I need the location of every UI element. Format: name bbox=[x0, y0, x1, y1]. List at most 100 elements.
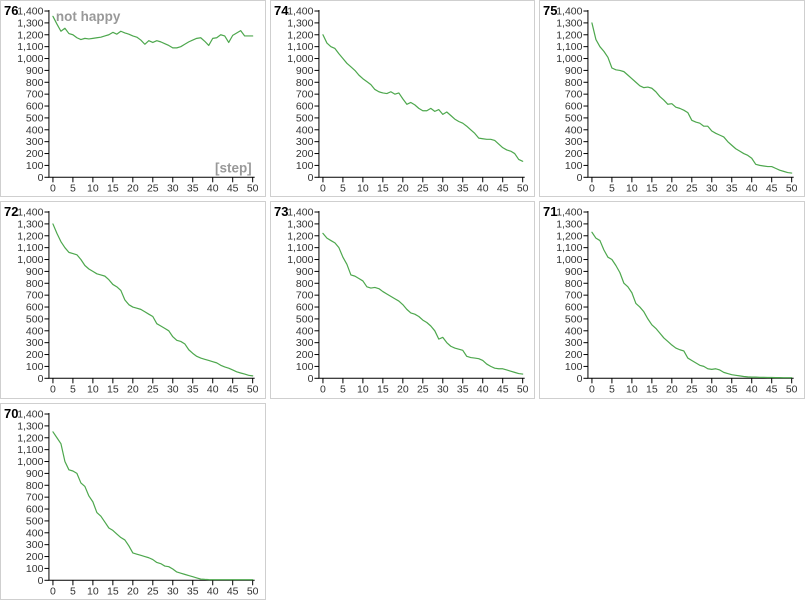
y-tick-label: 600 bbox=[26, 503, 44, 515]
x-tick-label: 50 bbox=[247, 384, 259, 396]
chart-panel-76: 76 0 100 200 300 400 500 600 700 800 900 1,000 1,100… bbox=[0, 0, 266, 198]
x-tick-label: 30 bbox=[167, 182, 179, 194]
x-tick-label: 40 bbox=[207, 585, 219, 597]
y-tick-label: 0 bbox=[577, 373, 583, 385]
x-tick-label: 30 bbox=[706, 384, 718, 396]
y-tick-label: 1,100 bbox=[557, 242, 583, 254]
y-tick-label: 300 bbox=[26, 136, 44, 148]
y-tick-label: 1,000 bbox=[17, 456, 43, 468]
y-tick-label: 0 bbox=[38, 172, 44, 184]
y-tick-label: 1,300 bbox=[557, 17, 583, 29]
x-tick-label: 10 bbox=[87, 182, 99, 194]
x-tick-label: 40 bbox=[477, 182, 489, 194]
y-tick-label: 900 bbox=[565, 266, 583, 278]
x-tick-label: 20 bbox=[666, 384, 678, 396]
y-tick-label: 800 bbox=[565, 77, 583, 89]
y-tick-label: 200 bbox=[296, 349, 314, 361]
chart-annotation: not happy bbox=[56, 9, 121, 24]
chart-id-label: 76 bbox=[4, 3, 18, 18]
empty-cell bbox=[269, 402, 536, 600]
x-tick-label: 45 bbox=[227, 182, 239, 194]
x-tick-label: 20 bbox=[127, 585, 139, 597]
y-tick-label: 1,100 bbox=[17, 444, 43, 456]
y-tick-label: 300 bbox=[26, 539, 44, 551]
x-tick-label: 15 bbox=[646, 384, 658, 396]
y-tick-label: 300 bbox=[565, 337, 583, 349]
x-tick-label: 10 bbox=[626, 384, 638, 396]
x-tick-label: 15 bbox=[107, 384, 119, 396]
x-tick-label: 15 bbox=[646, 182, 658, 194]
y-tick-label: 1,100 bbox=[17, 242, 43, 254]
x-tick-label: 45 bbox=[497, 182, 509, 194]
y-tick-label: 0 bbox=[307, 172, 313, 184]
y-tick-label: 200 bbox=[26, 551, 44, 563]
x-tick-label: 50 bbox=[247, 585, 259, 597]
x-tick-label: 20 bbox=[397, 384, 409, 396]
x-tick-label: 45 bbox=[766, 384, 778, 396]
y-tick-label: 400 bbox=[26, 527, 44, 539]
x-tick-label: 0 bbox=[589, 384, 595, 396]
y-tick-label: 1,300 bbox=[287, 219, 313, 231]
x-tick-label: 0 bbox=[50, 384, 56, 396]
chart-panel-73: 73 0 100 200 300 400 500 600 700 800 900 1,000 1,100… bbox=[269, 201, 536, 399]
y-tick-label: 300 bbox=[296, 136, 314, 148]
y-tick-label: 0 bbox=[38, 574, 44, 586]
x-tick-label: 20 bbox=[666, 182, 678, 194]
y-tick-label: 900 bbox=[565, 65, 583, 77]
y-tick-label: 1,300 bbox=[17, 17, 43, 29]
y-tick-label: 1,000 bbox=[17, 254, 43, 266]
x-tick-label: 5 bbox=[340, 182, 346, 194]
x-tick-label: 15 bbox=[107, 585, 119, 597]
y-tick-label: 1,200 bbox=[17, 29, 43, 41]
chart-id-label: 72 bbox=[4, 204, 18, 219]
y-tick-label: 1,200 bbox=[557, 29, 583, 41]
y-tick-label: 1,400 bbox=[17, 6, 43, 18]
chart-id-label: 73 bbox=[274, 204, 288, 219]
x-tick-label: 35 bbox=[187, 384, 199, 396]
x-tick-label: 5 bbox=[340, 384, 346, 396]
x-tick-label: 0 bbox=[589, 182, 595, 194]
x-tick-label: 35 bbox=[726, 182, 738, 194]
y-tick-label: 900 bbox=[26, 266, 44, 278]
y-tick-label: 300 bbox=[296, 337, 314, 349]
x-tick-label: 35 bbox=[457, 182, 469, 194]
chart-71: 7101002003004005006007008009001,0001,100… bbox=[543, 204, 798, 396]
y-tick-label: 100 bbox=[26, 160, 44, 172]
chart-line-76 bbox=[52, 15, 254, 49]
chart-line-74 bbox=[321, 34, 523, 162]
y-tick-label: 1,200 bbox=[557, 231, 583, 243]
y-tick-label: 1,400 bbox=[287, 6, 313, 18]
x-tick-label: 40 bbox=[207, 384, 219, 396]
y-tick-label: 700 bbox=[26, 491, 44, 503]
y-tick-label: 500 bbox=[26, 314, 44, 326]
y-tick-label: 500 bbox=[565, 314, 583, 326]
x-tick-label: 25 bbox=[147, 585, 159, 597]
y-tick-label: 300 bbox=[565, 136, 583, 148]
y-tick-label: 300 bbox=[26, 337, 44, 349]
x-tick-label: 30 bbox=[167, 585, 179, 597]
y-tick-label: 200 bbox=[26, 148, 44, 160]
y-tick-label: 500 bbox=[565, 112, 583, 124]
y-tick-label: 0 bbox=[577, 172, 583, 184]
y-tick-label: 800 bbox=[296, 77, 314, 89]
chart-panel-74: 74 0 100 200 300 400 500 600 700 800 900 1,000 1,100… bbox=[269, 0, 536, 198]
y-tick-label: 900 bbox=[296, 266, 314, 278]
y-tick-label: 500 bbox=[296, 112, 314, 124]
chart-75: 7501002003004005006007008009001,0001,100… bbox=[543, 3, 798, 194]
axis-lines bbox=[48, 412, 255, 581]
x-tick-label: 40 bbox=[207, 182, 219, 194]
y-tick-label: 1,100 bbox=[557, 41, 583, 53]
x-tick-label: 5 bbox=[70, 585, 76, 597]
x-tick-label: 50 bbox=[517, 384, 529, 396]
y-tick-label: 900 bbox=[26, 65, 44, 77]
x-tick-label: 0 bbox=[50, 585, 56, 597]
chart-line-73 bbox=[321, 233, 523, 376]
chart-73: 7301002003004005006007008009001,0001,100… bbox=[274, 204, 529, 396]
chart-panel-72: 72 0 100 200 300 400 500 600 700 800 900 1,000 1,100… bbox=[0, 201, 266, 399]
y-tick-label: 1,000 bbox=[557, 254, 583, 266]
y-tick-label: 500 bbox=[26, 112, 44, 124]
x-tick-label: 25 bbox=[147, 384, 159, 396]
empty-cell bbox=[539, 402, 805, 600]
x-tick-label: 20 bbox=[127, 384, 139, 396]
axis-lines bbox=[587, 10, 794, 178]
